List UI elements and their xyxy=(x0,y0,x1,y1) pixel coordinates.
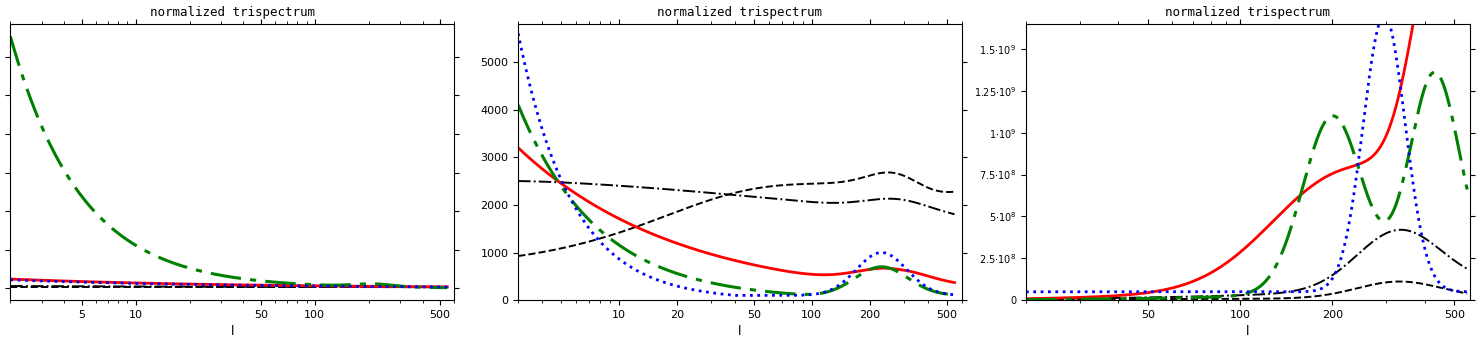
Title: normalized trispectrum: normalized trispectrum xyxy=(1165,6,1331,19)
X-axis label: l: l xyxy=(1246,325,1249,338)
Title: normalized trispectrum: normalized trispectrum xyxy=(657,6,823,19)
X-axis label: l: l xyxy=(739,325,741,338)
X-axis label: l: l xyxy=(231,325,234,338)
Title: normalized trispectrum: normalized trispectrum xyxy=(149,6,315,19)
